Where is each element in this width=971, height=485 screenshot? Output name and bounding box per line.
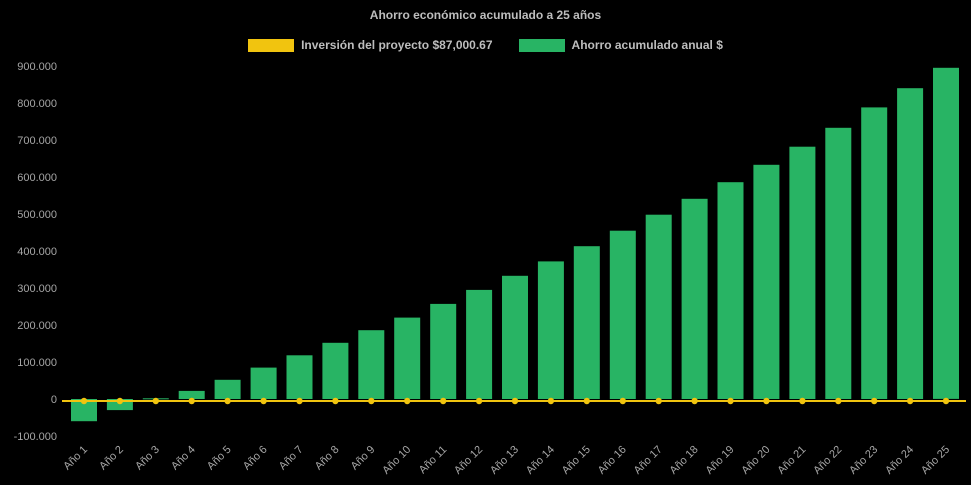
x-axis-tick-label: Año 11 xyxy=(417,444,450,477)
x-axis-tick-label: Año 10 xyxy=(380,444,413,477)
column-bar-año-5[interactable] xyxy=(214,379,241,399)
investment-point-año-25[interactable] xyxy=(942,397,950,405)
investment-point-año-9[interactable] xyxy=(368,397,375,405)
legend-label-savings: Ahorro acumulado anual $ xyxy=(571,38,723,52)
x-axis-tick-label: Año 17 xyxy=(632,444,665,477)
x-axis-tick-label: Año 13 xyxy=(488,444,521,477)
y-axis-tick-label: 600.000 xyxy=(17,172,57,184)
x-axis-tick-label: Año 5 xyxy=(205,444,234,473)
x-axis-tick-label: Año 3 xyxy=(133,444,162,473)
investment-point-año-11[interactable] xyxy=(440,397,447,405)
investment-point-año-18[interactable] xyxy=(691,397,698,405)
investment-point-año-21[interactable] xyxy=(799,397,806,405)
column-bar-año-16[interactable] xyxy=(609,230,636,399)
column-bar-año-6[interactable] xyxy=(250,367,277,399)
column-bar-año-22[interactable] xyxy=(825,127,852,400)
x-axis-tick-label: Año 7 xyxy=(277,444,306,473)
investment-point-año-7[interactable] xyxy=(296,397,303,405)
x-axis-tick-label: Año 25 xyxy=(919,444,952,477)
legend-item-savings[interactable]: Ahorro acumulado anual $ xyxy=(518,38,723,52)
investment-point-año-13[interactable] xyxy=(511,397,519,405)
investment-point-año-6[interactable] xyxy=(260,397,267,405)
investment-point-año-19[interactable] xyxy=(727,397,734,405)
investment-point-año-23[interactable] xyxy=(871,397,878,405)
x-axis-tick-label: Año 6 xyxy=(241,444,270,473)
column-bar-año-10[interactable] xyxy=(394,317,421,399)
y-axis-tick-label: 200.000 xyxy=(17,320,57,332)
column-bar-año-13[interactable] xyxy=(502,275,528,399)
x-axis-tick-label: Año 1 xyxy=(61,444,90,473)
column-bar-año-11[interactable] xyxy=(430,303,457,399)
column-bar-año-12[interactable] xyxy=(466,289,493,399)
y-axis-tick-label: 800.000 xyxy=(17,98,57,110)
x-axis-tick-label: Año 14 xyxy=(524,444,557,477)
y-axis-tick-label: 900.000 xyxy=(17,61,57,73)
investment-point-año-14[interactable] xyxy=(547,397,555,405)
investment-point-año-20[interactable] xyxy=(763,397,770,405)
column-bar-año-1[interactable] xyxy=(71,399,97,422)
investment-point-año-8[interactable] xyxy=(332,397,339,405)
x-axis-tick-label: Año 8 xyxy=(313,444,342,473)
y-axis-tick-label: -100.000 xyxy=(14,431,57,443)
x-axis-tick-label: Año 21 xyxy=(775,444,808,477)
investment-point-año-4[interactable] xyxy=(188,397,195,405)
x-axis-tick-label: Año 23 xyxy=(847,444,880,477)
column-bar-año-25[interactable] xyxy=(933,67,959,399)
investment-point-año-22[interactable] xyxy=(835,397,842,405)
column-bar-año-19[interactable] xyxy=(717,182,744,399)
x-axis-tick-label: Año 4 xyxy=(169,444,198,473)
investment-point-año-2[interactable] xyxy=(116,397,124,405)
chart-legend: Inversión del proyecto $87,000.67 Ahorro… xyxy=(0,38,971,52)
investment-point-año-17[interactable] xyxy=(655,397,662,405)
y-axis-tick-label: 0 xyxy=(51,394,57,406)
column-bar-año-24[interactable] xyxy=(897,88,924,399)
investment-point-año-3[interactable] xyxy=(152,397,159,405)
y-axis-tick-label: 400.000 xyxy=(17,246,57,258)
investment-point-año-16[interactable] xyxy=(619,397,626,405)
legend-item-investment[interactable]: Inversión del proyecto $87,000.67 xyxy=(248,38,493,52)
legend-swatch-savings xyxy=(518,38,565,52)
investment-point-año-12[interactable] xyxy=(475,397,483,405)
column-bar-año-7[interactable] xyxy=(286,355,313,399)
chart-title: Ahorro económico acumulado a 25 años xyxy=(369,8,602,22)
legend-label-investment: Inversión del proyecto $87,000.67 xyxy=(301,38,493,52)
x-axis-tick-label: Año 20 xyxy=(739,444,772,477)
column-bar-año-15[interactable] xyxy=(573,246,600,399)
x-axis-tick-label: Año 22 xyxy=(811,444,844,477)
x-axis-tick-label: Año 24 xyxy=(883,444,916,477)
x-axis-tick-label: Año 19 xyxy=(703,444,736,477)
column-bar-año-4[interactable] xyxy=(178,390,205,399)
x-axis-tick-label: Año 15 xyxy=(560,444,593,477)
x-axis-tick-label: Año 9 xyxy=(349,444,378,473)
legend-swatch-investment xyxy=(248,38,295,52)
x-axis-tick-label: Año 12 xyxy=(452,444,485,477)
investment-point-año-1[interactable] xyxy=(80,397,88,405)
investment-point-año-5[interactable] xyxy=(224,397,231,405)
column-bar-año-17[interactable] xyxy=(645,214,672,399)
y-axis-tick-label: 700.000 xyxy=(17,135,57,147)
investment-point-año-24[interactable] xyxy=(906,397,914,405)
column-bar-año-23[interactable] xyxy=(861,107,888,400)
x-axis-tick-label: Año 2 xyxy=(97,444,126,473)
column-bar-año-20[interactable] xyxy=(753,164,780,399)
column-bar-año-21[interactable] xyxy=(789,146,816,399)
y-axis-tick-label: 100.000 xyxy=(17,357,57,369)
column-bar-año-2[interactable] xyxy=(106,399,133,411)
y-axis-tick-label: 500.000 xyxy=(17,209,57,221)
column-bar-año-9[interactable] xyxy=(358,330,385,399)
column-bar-año-14[interactable] xyxy=(537,261,564,399)
column-bar-año-18[interactable] xyxy=(681,198,708,399)
investment-point-año-10[interactable] xyxy=(404,397,411,405)
y-axis-tick-label: 300.000 xyxy=(17,283,57,295)
investment-point-año-15[interactable] xyxy=(583,397,590,405)
column-bar-año-8[interactable] xyxy=(322,342,349,399)
x-axis-tick-label: Año 16 xyxy=(596,444,629,477)
x-axis-tick-label: Año 18 xyxy=(668,444,701,477)
